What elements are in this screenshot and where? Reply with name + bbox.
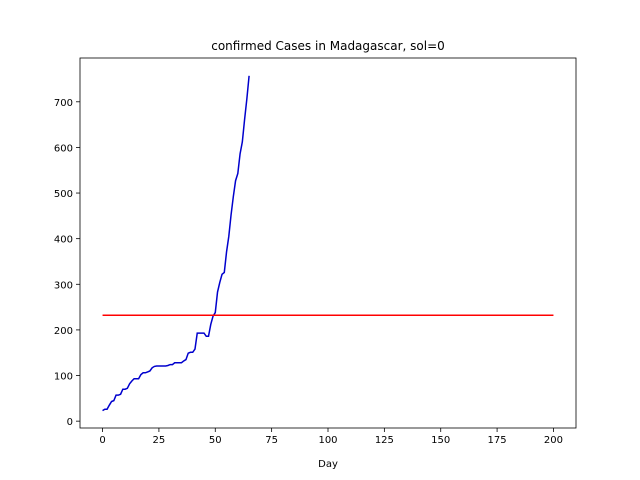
- y-tick-label: 600: [54, 143, 73, 154]
- x-tick-label: 150: [431, 435, 450, 446]
- x-tick-label: 0: [99, 435, 105, 446]
- y-tick-label: 0: [67, 417, 73, 428]
- x-tick-label: 25: [153, 435, 166, 446]
- x-tick-label: 50: [209, 435, 222, 446]
- plot-frame: [79, 57, 577, 429]
- y-tick-label: 200: [54, 326, 73, 337]
- y-tick-label: 300: [54, 280, 73, 291]
- chart-title: confirmed Cases in Madagascar, sol=0: [211, 39, 445, 53]
- y-tick-label: 400: [54, 235, 73, 246]
- x-tick-label: 100: [318, 435, 337, 446]
- x-axis-label: Day: [318, 459, 338, 470]
- x-tick-label: 75: [265, 435, 278, 446]
- y-tick-label: 100: [54, 372, 73, 383]
- x-tick-label: 200: [544, 435, 563, 446]
- y-tick-label: 700: [54, 98, 73, 109]
- y-tick-label: 500: [54, 189, 73, 200]
- x-tick-label: 125: [375, 435, 394, 446]
- data-line: [102, 75, 250, 412]
- x-tick-label: 175: [488, 435, 507, 446]
